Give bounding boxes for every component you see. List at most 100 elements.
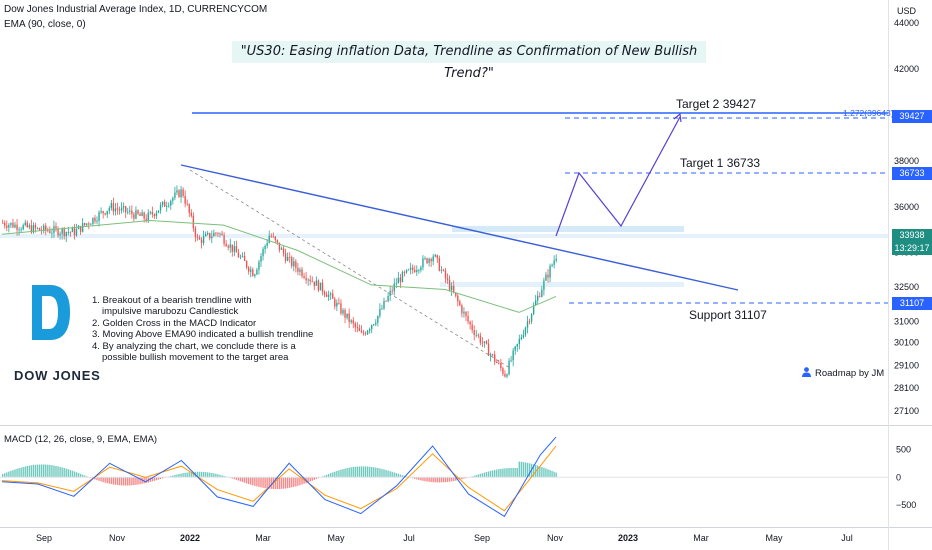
candle-body: [379, 308, 381, 316]
candle-body: [264, 245, 266, 249]
candle-body: [172, 197, 174, 201]
candle-body: [393, 283, 395, 292]
candle-body: [131, 210, 133, 215]
macd-histogram-bar: [235, 477, 238, 480]
macd-histogram-bar: [57, 466, 59, 478]
candle-body: [547, 274, 549, 278]
macd-signal-line: [1, 445, 557, 512]
macd-histogram-bar: [38, 464, 41, 478]
macd-histogram-bar: [106, 477, 108, 484]
candle-body: [551, 264, 553, 266]
candle-body: [371, 325, 373, 330]
x-tick-label: Nov: [547, 533, 564, 543]
macd-histogram-bar: [457, 477, 459, 481]
candle-body: [81, 223, 84, 232]
candle-body: [141, 212, 143, 216]
macd-histogram-bar: [397, 473, 400, 478]
candle-body: [231, 244, 233, 252]
macd-histogram-bar: [313, 477, 315, 480]
ema90-line: [1, 219, 557, 313]
macd-histogram-bar: [4, 473, 6, 478]
macd-histogram-bar: [537, 465, 539, 478]
candle-body: [270, 235, 272, 237]
macd-histogram-bar: [172, 475, 174, 478]
macd-histogram-bar: [375, 467, 377, 478]
note-line: 2. Golden Cross in the MACD Indicator: [92, 317, 257, 329]
candle-body: [116, 208, 119, 210]
candle-body: [284, 253, 287, 261]
macd-histogram-bar: [204, 472, 207, 478]
candle-body: [67, 232, 69, 233]
zones: [0, 226, 888, 287]
candle-body: [346, 313, 348, 318]
candle-body: [71, 228, 74, 233]
roadmap-text: Roadmap by JM: [815, 368, 885, 379]
candle-body: [364, 333, 367, 335]
macd-histogram-bar: [508, 468, 510, 478]
candle-body: [96, 220, 98, 222]
macd-histogram-bar: [412, 477, 414, 479]
macd-histogram-bar: [366, 466, 369, 478]
candle-body: [362, 332, 365, 334]
candle-body: [262, 248, 264, 257]
macd-histogram-bar: [190, 472, 192, 478]
macd-histogram-bar: [61, 467, 63, 478]
candle-body: [4, 222, 6, 226]
macd-histogram-bar: [522, 462, 525, 478]
support-price-badge: 31107: [892, 297, 932, 310]
candle-body: [391, 290, 393, 292]
macd-histogram-bar: [528, 463, 531, 478]
candle-body: [555, 258, 557, 261]
macd-histogram-bar: [243, 477, 246, 483]
macd-histogram-bar: [145, 477, 147, 483]
candle-body: [475, 334, 477, 336]
candle-body: [155, 212, 158, 216]
candle-body: [272, 236, 274, 238]
candle-body: [299, 269, 301, 272]
y-tick-label: 32500: [894, 282, 919, 292]
macd-histogram-bar: [10, 470, 12, 478]
candle-body: [537, 295, 539, 301]
macd-histogram-bar: [483, 472, 486, 478]
candle-body: [65, 232, 67, 237]
x-tick-label: Jul: [403, 533, 415, 543]
macd-histogram-bar: [459, 477, 461, 480]
candle-body: [313, 281, 315, 286]
candle-body: [381, 308, 383, 310]
macd-histogram-bar: [211, 472, 213, 478]
macd-histogram-bar: [307, 477, 309, 483]
macd-histogram-bar: [22, 466, 24, 478]
candle-body: [516, 343, 518, 347]
macd-histogram-bar: [161, 477, 164, 479]
candle-body: [12, 222, 14, 228]
macd-histogram-bar: [96, 477, 98, 481]
candle-body: [57, 228, 59, 236]
macd-histogram-bar: [254, 477, 256, 486]
candle-body: [301, 269, 303, 277]
macd-histogram-bar: [36, 464, 39, 478]
candle-body: [118, 209, 121, 211]
candle-body: [518, 339, 520, 344]
macd-histogram-bar: [122, 477, 125, 486]
candle-body: [530, 314, 533, 322]
candle-body: [524, 327, 527, 335]
macd-histogram-bar: [401, 475, 404, 478]
candle-body: [426, 258, 428, 264]
candle-body: [457, 295, 459, 302]
logo-text: DOW JONES: [14, 368, 101, 383]
macd-histogram-bar: [356, 466, 359, 478]
macd-histogram-bar: [188, 472, 190, 478]
macd-histogram-bar: [241, 477, 244, 483]
macd-histogram-bar: [159, 477, 162, 480]
candle-body: [295, 261, 297, 268]
candle-body: [280, 248, 283, 250]
candle-body: [500, 363, 502, 369]
candle-body: [467, 315, 469, 322]
countdown-badge: 13:29:17: [892, 242, 932, 255]
candle-body: [250, 269, 252, 272]
candle-body: [260, 256, 262, 262]
candle-body: [491, 354, 494, 356]
macd-histogram-bar: [149, 477, 151, 482]
macd-histogram-bar: [200, 471, 203, 478]
